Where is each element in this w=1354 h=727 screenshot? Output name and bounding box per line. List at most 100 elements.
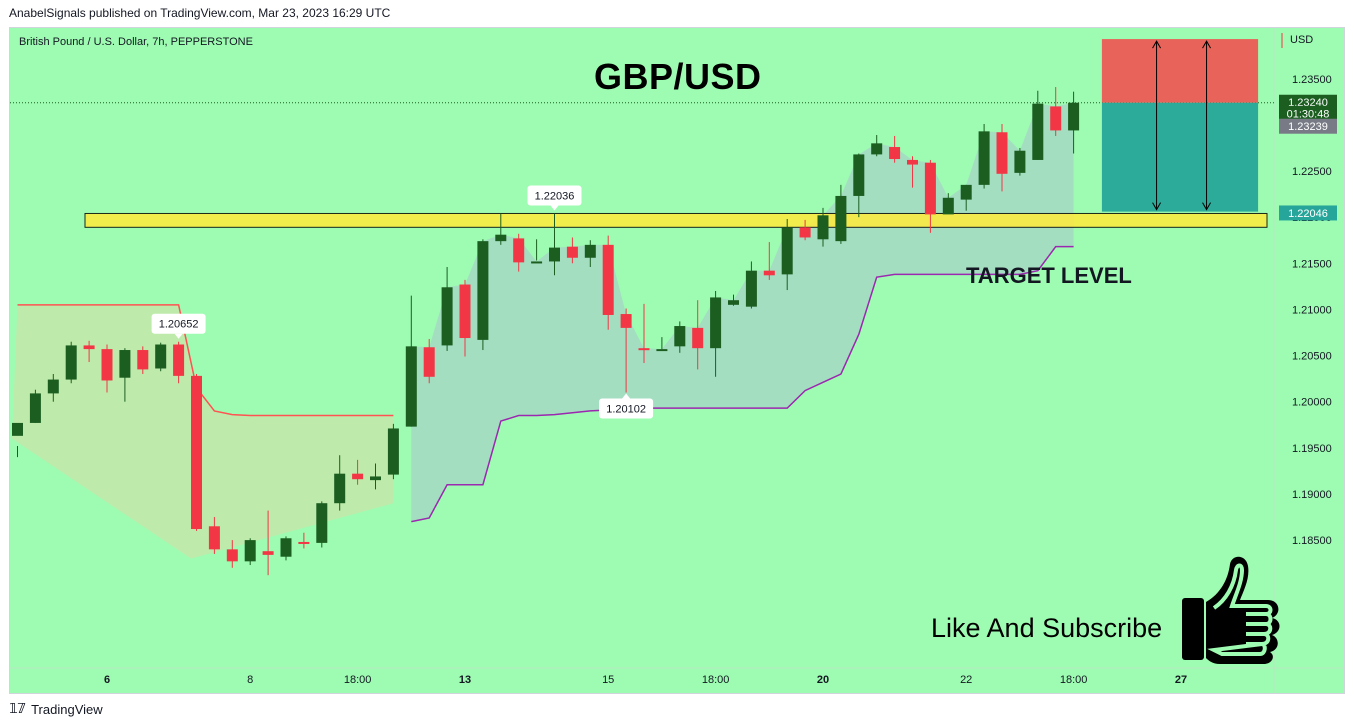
candle — [584, 240, 596, 267]
candle — [549, 213, 560, 276]
y-tick-label: 1.20500 — [1292, 351, 1332, 363]
x-tick-label: 13 — [459, 674, 471, 686]
currency-label[interactable]: USD — [1290, 34, 1314, 46]
candle-body — [280, 538, 292, 557]
candle-body — [674, 326, 686, 347]
candle — [853, 153, 865, 218]
symbol-legend[interactable]: British Pound / U.S. Dollar, 7h, PEPPERS… — [19, 36, 253, 48]
candle — [907, 156, 918, 188]
candle-body — [316, 503, 328, 543]
x-tick-label: 8 — [247, 674, 253, 686]
candle — [244, 538, 256, 566]
candle — [942, 193, 954, 215]
candle-body — [835, 195, 847, 242]
target-zone — [84, 212, 1268, 228]
candle-body — [387, 428, 399, 475]
candle-body — [620, 314, 632, 328]
chart-title: GBP/USD — [594, 56, 762, 97]
arrow-head-up-icon — [1202, 40, 1211, 49]
candles — [12, 87, 1080, 576]
x-tick-label: 18:00 — [1060, 674, 1088, 686]
callout-pointer — [550, 205, 559, 211]
publisher-line: AnabelSignals published on TradingView.c… — [9, 6, 391, 20]
y-tick-label: 1.18500 — [1292, 535, 1332, 547]
candle — [1068, 91, 1080, 154]
price-callout: 1.20102 — [599, 393, 654, 419]
candle-body — [692, 327, 704, 349]
candle — [155, 342, 167, 372]
price-axis-label: 01:30:48 — [1279, 105, 1337, 121]
candle-body — [262, 551, 274, 555]
x-tick-label: 20 — [817, 674, 829, 686]
callout-box — [151, 313, 206, 334]
candle — [817, 207, 829, 247]
callout-text: 1.20652 — [159, 319, 199, 331]
candle-body — [101, 349, 113, 381]
callout-text: 1.22036 — [535, 190, 575, 202]
candle — [191, 374, 202, 531]
lower-band-line — [411, 245, 1074, 523]
candle — [65, 341, 77, 384]
candle — [477, 239, 489, 351]
candle-body — [65, 345, 77, 380]
callout-box — [527, 185, 582, 206]
candle — [924, 159, 936, 233]
candle-body — [477, 241, 489, 340]
candle — [799, 219, 811, 241]
chart-frame[interactable]: 1.206521.220361.201021.235001.230001.225… — [9, 27, 1345, 694]
candle-body — [119, 350, 131, 378]
candle — [12, 422, 23, 458]
candle — [387, 423, 399, 480]
take-profit-zone — [1101, 102, 1259, 212]
price-callout: 1.22036 — [527, 185, 582, 211]
candle — [710, 290, 722, 377]
x-tick-label: 6 — [104, 674, 110, 686]
candle — [459, 279, 471, 357]
candle-body — [710, 297, 722, 349]
candle-body — [226, 549, 238, 562]
candle — [781, 219, 793, 291]
chart-canvas[interactable]: 1.206521.220361.201021.235001.230001.225… — [10, 28, 1344, 693]
price-axis-label-bg — [1279, 205, 1337, 221]
candle-body — [602, 244, 614, 315]
tradingview-footer[interactable]: 𝟙𝟟 TradingView — [9, 701, 103, 717]
candle-body — [405, 346, 417, 427]
candle-body — [853, 154, 865, 196]
upper-band-line — [17, 304, 394, 417]
candle-body — [370, 476, 381, 481]
candle — [316, 501, 328, 548]
candle-body — [799, 227, 811, 238]
candle — [262, 510, 274, 576]
candle-body — [1068, 102, 1080, 131]
callout-box — [599, 398, 654, 419]
arrow-head-down-icon — [1202, 202, 1211, 211]
candle — [441, 266, 453, 351]
callout-pointer — [174, 333, 183, 339]
arrow-head-down-icon — [1152, 202, 1162, 211]
candle-body — [1050, 106, 1062, 131]
candle-body — [745, 270, 757, 307]
candle-body — [334, 473, 346, 504]
price-axis-label-bg — [1279, 118, 1337, 134]
candle — [978, 123, 990, 189]
price-axis-label-text: 1.22046 — [1288, 208, 1328, 220]
candle-body — [584, 244, 596, 258]
candle-body — [155, 344, 167, 369]
candle-body — [960, 184, 972, 200]
candle-body — [1032, 103, 1044, 160]
candle — [835, 184, 847, 244]
stop-loss-zone — [1101, 39, 1259, 103]
callout-text: 1.20102 — [606, 403, 646, 415]
candle — [352, 459, 364, 485]
candle-body — [1014, 150, 1026, 173]
target-level-label: TARGET LEVEL — [966, 263, 1132, 288]
candle-body — [459, 284, 471, 339]
candle-body — [656, 349, 668, 352]
thumbs-up-icon — [1182, 556, 1280, 664]
candle-body — [781, 227, 793, 275]
candle-body — [942, 197, 954, 215]
candle — [101, 344, 113, 393]
candle — [137, 346, 149, 375]
candle-body — [29, 393, 41, 423]
candle-body — [871, 143, 883, 155]
